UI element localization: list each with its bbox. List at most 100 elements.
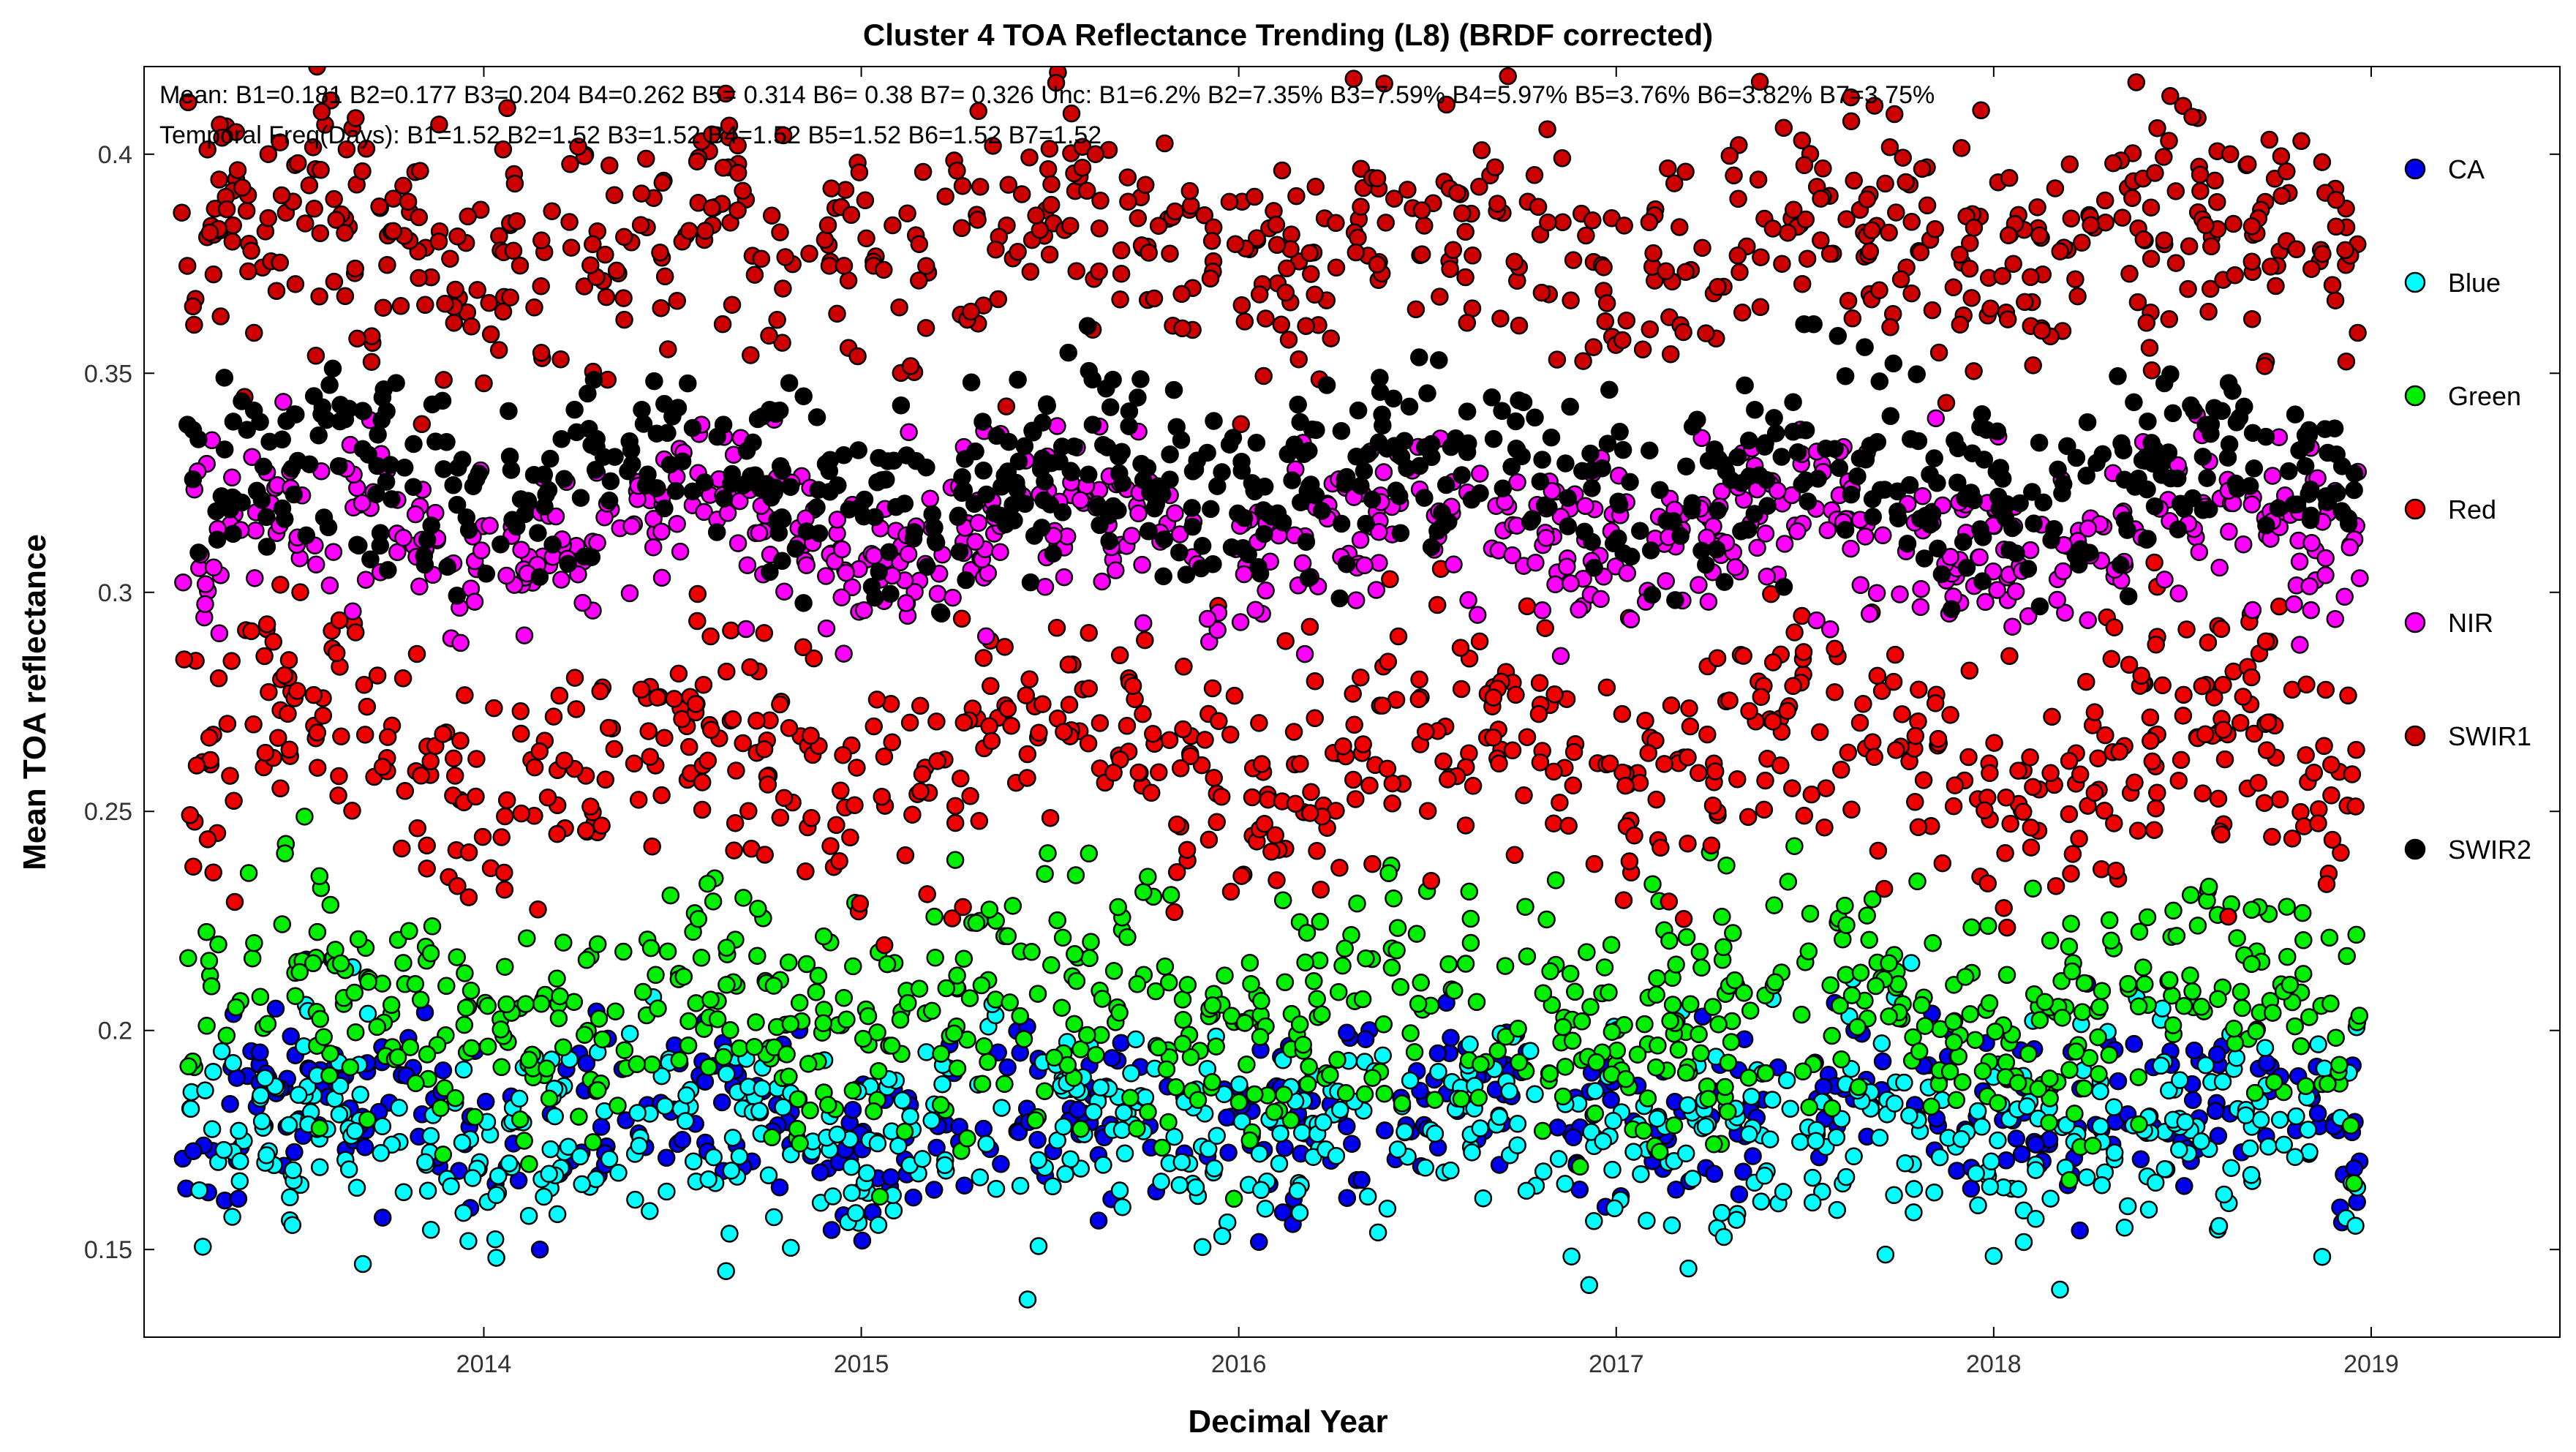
point-red	[327, 644, 346, 663]
point-green	[1374, 1015, 1393, 1034]
point-green	[1546, 871, 1565, 889]
point-green	[411, 990, 430, 1009]
point-green	[446, 1088, 464, 1107]
point-swir1	[1112, 264, 1131, 283]
point-red	[1417, 723, 1435, 741]
point-red	[2092, 860, 2111, 879]
point-swir2	[1053, 503, 1072, 522]
point-swir2	[1083, 415, 1102, 434]
point-swir2	[371, 524, 390, 542]
point-nir	[1851, 576, 1870, 595]
point-green	[641, 938, 660, 958]
point-green	[382, 996, 401, 1015]
point-red	[821, 837, 840, 855]
point-red	[1785, 623, 1804, 642]
point-green	[780, 1067, 798, 1086]
point-red	[280, 740, 299, 759]
point-green	[2041, 1089, 2059, 1107]
point-swir2	[1208, 477, 1227, 495]
point-blue	[1740, 1125, 1758, 1143]
point-swir2	[809, 481, 828, 499]
point-ca	[974, 1119, 993, 1138]
point-blue	[1205, 1159, 1224, 1178]
point-green	[304, 954, 323, 973]
point-nir	[196, 575, 215, 593]
point-swir1	[728, 201, 747, 219]
point-green	[1849, 1077, 1868, 1096]
point-green	[358, 1110, 377, 1129]
point-swir1	[1926, 219, 1944, 238]
point-swir2	[2235, 397, 2253, 416]
point-nir	[2006, 582, 2025, 601]
point-green	[1717, 856, 1736, 875]
point-red	[974, 649, 993, 667]
point-green	[2199, 877, 2218, 896]
point-red	[2214, 721, 2233, 739]
point-red	[1614, 891, 1633, 909]
point-swir1	[2336, 241, 2354, 260]
point-green	[1690, 1025, 1708, 1044]
x-tick-label: 2016	[1211, 1350, 1267, 1378]
point-red	[1545, 814, 1563, 832]
point-swir2	[422, 516, 440, 535]
point-ca	[251, 1043, 269, 1062]
point-ca	[2345, 1159, 2364, 1178]
point-green	[1028, 985, 1047, 1003]
point-nir	[1055, 568, 1074, 587]
point-swir2	[329, 456, 348, 475]
point-swir1	[1674, 323, 1692, 342]
point-ca	[184, 1142, 203, 1160]
point-green	[1661, 1012, 1679, 1030]
point-swir2	[1925, 449, 1943, 467]
point-nir	[1562, 574, 1580, 593]
point-swir1	[1795, 156, 1814, 175]
point-red	[1944, 797, 1963, 816]
point-green	[1452, 1090, 1471, 1108]
point-nir	[2340, 538, 2360, 557]
point-green	[1229, 1093, 1249, 1112]
point-swir1	[1431, 287, 1449, 306]
point-blue	[1290, 1203, 1309, 1222]
point-red	[775, 789, 794, 808]
point-green	[2242, 955, 2261, 974]
point-red	[550, 686, 569, 705]
point-red	[2257, 741, 2276, 759]
point-ca	[696, 1072, 715, 1091]
point-green	[679, 1012, 698, 1031]
point-nir	[2079, 519, 2098, 538]
point-red	[1865, 748, 1883, 767]
point-green	[1595, 958, 1614, 977]
point-green	[1566, 982, 1584, 1001]
point-swir1	[346, 259, 364, 278]
point-red	[2105, 618, 2124, 636]
point-green	[1699, 1089, 1717, 1108]
point-swir2	[257, 508, 276, 527]
point-red	[2070, 830, 2088, 848]
point-red	[2172, 751, 2191, 770]
point-green	[1980, 994, 1999, 1012]
point-swir1	[1118, 168, 1137, 187]
point-red	[639, 722, 658, 740]
point-green	[2067, 1042, 2085, 1061]
point-blue	[1968, 1102, 1987, 1121]
point-green	[2160, 971, 2179, 990]
point-red	[1613, 704, 1632, 723]
point-blue	[1508, 1115, 1527, 1133]
point-green	[1387, 941, 1406, 960]
point-swir2	[1559, 517, 1578, 535]
point-blue	[922, 1111, 941, 1130]
point-swir1	[1491, 309, 1510, 328]
point-swir2	[1079, 465, 1098, 484]
point-swir2	[807, 408, 826, 426]
point-green	[1643, 875, 1662, 893]
point-swir1	[1897, 173, 1915, 192]
point-swir2	[1809, 470, 1827, 488]
point-swir1	[1180, 181, 1200, 200]
point-red	[2085, 703, 2104, 721]
point-swir1	[1278, 259, 1296, 278]
point-blue	[358, 1004, 377, 1023]
point-blue	[2222, 1159, 2240, 1177]
point-green	[448, 948, 466, 966]
point-swir2	[870, 563, 889, 581]
point-green	[2008, 1074, 2027, 1092]
